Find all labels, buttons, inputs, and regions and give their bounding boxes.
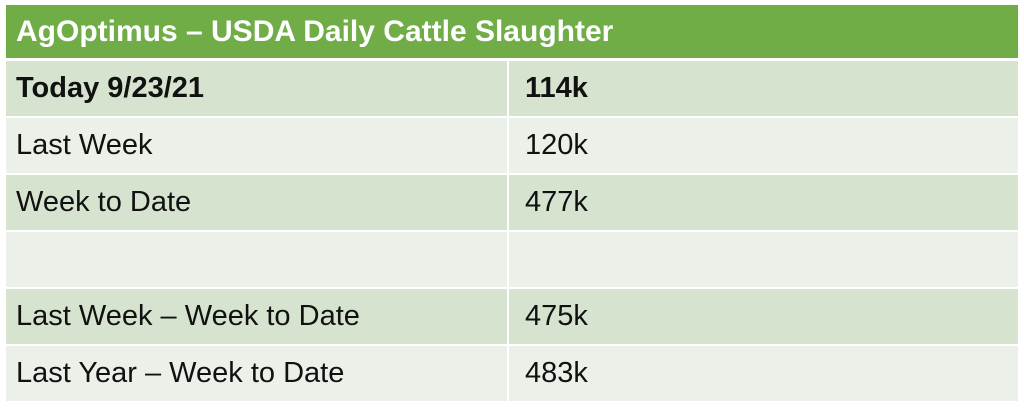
row-label: Last Week: [6, 118, 509, 173]
row-label: [6, 232, 509, 287]
table-row-last-year-wtd: Last Year – Week to Date 483k: [6, 346, 1018, 403]
row-value: 120k: [525, 129, 588, 161]
row-value: [509, 232, 1018, 287]
row-value: 477k: [525, 186, 588, 218]
row-value: 475k: [525, 300, 588, 332]
table-title: AgOptimus – USDA Daily Cattle Slaughter: [6, 5, 1018, 61]
row-label: Last Year – Week to Date: [6, 346, 509, 401]
row-label: Today 9/23/21: [6, 61, 509, 116]
slaughter-table: AgOptimus – USDA Daily Cattle Slaughter …: [6, 5, 1018, 403]
table-row-last-week: Last Week 120k: [6, 118, 1018, 175]
row-value: 483k: [525, 357, 588, 389]
table-row-empty: [6, 232, 1018, 289]
table-row-week-to-date: Week to Date 477k: [6, 175, 1018, 232]
row-label: Week to Date: [6, 175, 509, 230]
table-row-last-week-wtd: Last Week – Week to Date 475k: [6, 289, 1018, 346]
row-value: 114k: [525, 72, 588, 104]
row-label: Last Week – Week to Date: [6, 289, 509, 344]
table-row-today: Today 9/23/21 114k: [6, 61, 1018, 118]
